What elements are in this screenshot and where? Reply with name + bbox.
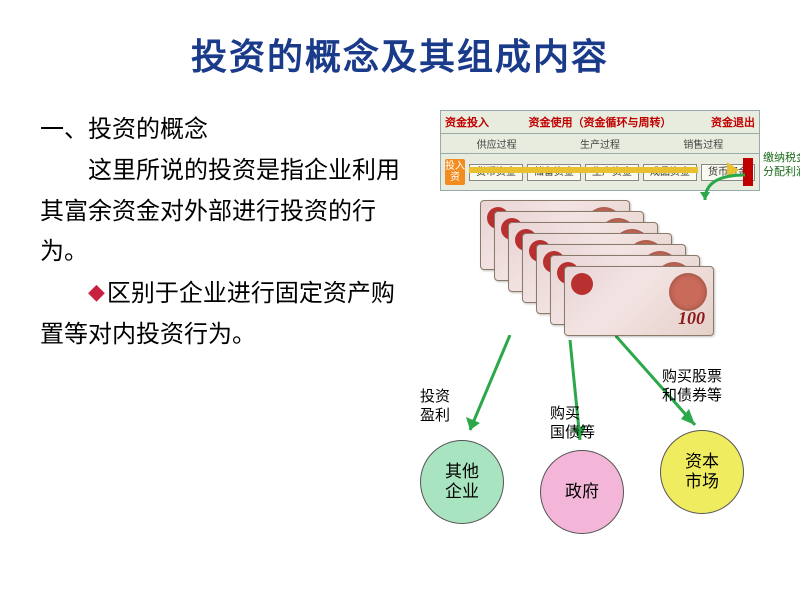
flow-input-tag: 投入资 xyxy=(445,159,465,185)
left-text-block: 一、投资的概念 这里所说的投资是指企业利用其富余资金对外部进行投资的行为。 ◆区… xyxy=(40,110,400,540)
content: 一、投资的概念 这里所说的投资是指企业利用其富余资金对外部进行投资的行为。 ◆区… xyxy=(0,80,800,540)
slide-title: 投资的概念及其组成内容 xyxy=(0,0,800,80)
label-enterprise: 投资盈利 xyxy=(420,388,450,426)
flow-side-note: 缴纳税金、分配利润等 xyxy=(763,151,800,180)
label-market: 购买股票和债券等 xyxy=(662,368,722,406)
flow-sub-2: 生产过程 xyxy=(548,136,651,151)
flow-header-in: 资金投入 xyxy=(445,114,507,130)
circle-other-enterprise: 其他企业 xyxy=(420,440,504,524)
diamond-bullet-icon: ◆ xyxy=(88,279,105,304)
banknote-portrait-icon xyxy=(669,273,707,311)
arrow-to-enterprise-icon xyxy=(460,335,520,445)
label-government: 购买国债等 xyxy=(550,405,595,443)
flow-sub-3: 销售过程 xyxy=(652,136,755,151)
flow-arrow-bar xyxy=(469,167,729,173)
circle-government: 政府 xyxy=(540,450,624,534)
flow-header-use: 资金使用（资金循环与周转） xyxy=(507,114,693,130)
banknote-emblem-icon xyxy=(571,273,593,295)
banknote: 100 xyxy=(564,266,714,336)
section-heading: 一、投资的概念 xyxy=(40,110,400,151)
flow-sub-1: 供应过程 xyxy=(445,136,548,151)
flow-header-out: 资金退出 xyxy=(693,114,755,130)
paragraph-2: ◆区别于企业进行固定资产购置等对内投资行为。 xyxy=(40,273,400,356)
paragraph-1: 这里所说的投资是指企业利用其富余资金对外部进行投资的行为。 xyxy=(40,151,400,273)
banknote-denom: 100 xyxy=(678,308,705,329)
flow-sub-row: 供应过程 生产过程 销售过程 xyxy=(441,134,759,154)
banknote-stack: 100100100100100100100 xyxy=(480,200,720,350)
figure-area: 资金投入 资金使用（资金循环与周转） 资金退出 供应过程 生产过程 销售过程 投… xyxy=(400,110,770,540)
flow-header-row: 资金投入 资金使用（资金循环与周转） 资金退出 xyxy=(441,111,759,134)
circle-capital-market: 资本市场 xyxy=(660,430,744,514)
